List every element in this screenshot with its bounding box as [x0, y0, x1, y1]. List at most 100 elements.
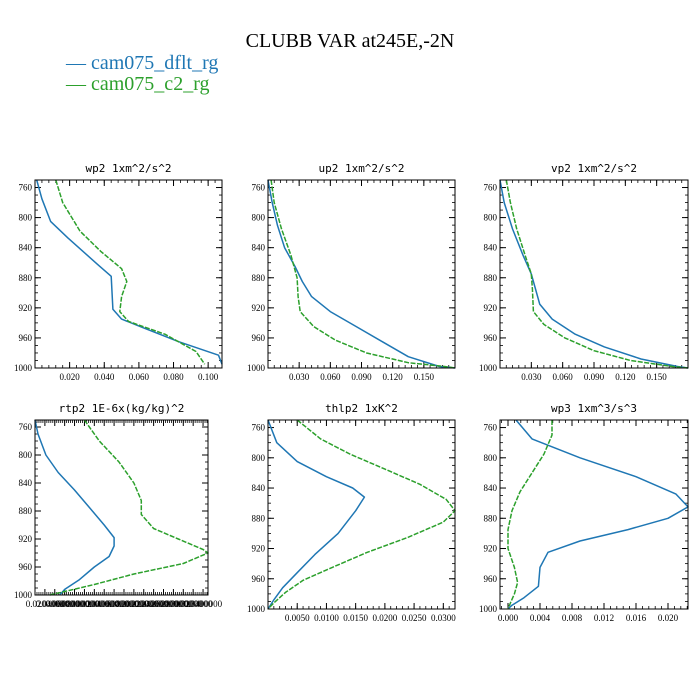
x-tick-label: 0.0200 [373, 613, 398, 623]
y-tick-label: 1000 [14, 363, 33, 373]
panel-title: up2 1xm^2/s^2 [318, 162, 404, 175]
x-tick-label: 0.1400000 [85, 599, 124, 609]
y-tick-label: 760 [252, 183, 266, 193]
x-tick-label: 0.020 [658, 613, 679, 623]
y-tick-label: 920 [19, 534, 33, 544]
series-line-2 [270, 179, 456, 369]
x-tick-label: 0.0600000 [46, 599, 85, 609]
y-tick-label: 760 [484, 183, 498, 193]
x-tick-label: 0.030 [521, 372, 542, 382]
y-tick-label: 960 [484, 574, 498, 584]
y-tick-label: 800 [252, 213, 266, 223]
x-tick-label: 0.1800000 [105, 599, 144, 609]
panel-title: thlp2 1xK^2 [325, 402, 398, 415]
x-tick-label: 0.004 [530, 613, 551, 623]
x-tick-label: 0.2600000 [144, 599, 183, 609]
x-tick-label: 0.0250 [402, 613, 427, 623]
x-tick-label: 0.090 [584, 372, 605, 382]
x-tick-label: 0.1200000 [75, 599, 114, 609]
x-tick-label: 0.008 [562, 613, 583, 623]
figure-title: CLUBB VAR at245E,-2N [245, 30, 455, 52]
x-tick-label: 0.150 [414, 372, 435, 382]
x-tick-label: 0.0050 [285, 613, 310, 623]
y-tick-label: 800 [484, 453, 498, 463]
y-tick-label: 920 [484, 303, 498, 313]
y-tick-label: 880 [484, 273, 498, 283]
legend-label-1: cam075_dflt_rg [91, 52, 219, 74]
y-tick-label: 960 [252, 574, 266, 584]
x-tick-label: 0.1600000 [95, 599, 134, 609]
x-tick-label: 0.0150 [343, 613, 368, 623]
x-tick-label: 0.1000000 [65, 599, 104, 609]
series-line-1 [35, 179, 223, 365]
y-tick-label: 920 [252, 544, 266, 554]
plot-frame [267, 419, 456, 610]
y-tick-label: 840 [252, 483, 266, 493]
series-line-1 [267, 419, 366, 610]
x-tick-label: 0.080 [163, 372, 184, 382]
y-tick-label: 1000 [247, 363, 266, 373]
y-tick-label: 840 [484, 483, 498, 493]
y-tick-label: 800 [19, 213, 33, 223]
series-line-1 [267, 179, 456, 369]
panel-6: wp3 1xm^3/s^3 760 800 840 880 920 960 10000.000… [479, 402, 689, 623]
x-tick-label: 0.030 [289, 372, 310, 382]
y-tick-label: 880 [484, 513, 498, 523]
x-tick-label: 0.016 [626, 613, 647, 623]
y-tick-label: 960 [19, 562, 33, 572]
y-tick-label: 800 [252, 453, 266, 463]
panel-title: wp3 1xm^3/s^3 [551, 402, 637, 415]
y-tick-label: 1000 [479, 363, 498, 373]
y-tick-label: 840 [19, 243, 33, 253]
y-tick-label: 840 [484, 243, 498, 253]
x-tick-label: 0.120 [383, 372, 404, 382]
y-tick-label: 840 [252, 243, 266, 253]
x-tick-label: 0.060 [320, 372, 341, 382]
series-line-2 [267, 419, 456, 610]
x-tick-label: 0.0400000 [36, 599, 75, 609]
x-tick-label: 0.040 [94, 372, 115, 382]
x-tick-label: 0.2200000 [125, 599, 164, 609]
panel-title: wp2 1xm^2/s^2 [85, 162, 171, 175]
y-tick-label: 880 [252, 273, 266, 283]
x-tick-label: 0.012 [594, 613, 614, 623]
x-tick-label: 0.000 [498, 613, 519, 623]
legend-item-2: — cam075_c2_rg [66, 73, 210, 96]
x-tick-label: 0.0800000 [55, 599, 94, 609]
plot-frame [499, 179, 689, 369]
panel-5: thlp2 1xK^2 760 800 840 880 920 960 1000 0.0050 0… [247, 402, 456, 623]
y-tick-label: 880 [19, 506, 33, 516]
y-tick-label: 880 [252, 513, 266, 523]
x-tick-label: 0.060 [553, 372, 574, 382]
y-tick-label: 1000 [14, 590, 33, 600]
series-line-1 [507, 419, 689, 610]
y-tick-label: 760 [19, 422, 33, 432]
series-line-2 [507, 420, 553, 610]
x-tick-label: 0.100 [198, 372, 219, 382]
y-tick-label: 920 [19, 303, 33, 313]
series-line-2 [505, 179, 689, 369]
panel-1: wp2 1xm^2/s^2 760 800 840 880 920 960 1000 0.020… [14, 162, 223, 382]
x-tick-label: 0.0300 [431, 613, 456, 623]
x-tick-label: 0.2800000 [154, 599, 193, 609]
x-tick-label: 0.3400000 [184, 599, 223, 609]
x-tick-label: 0.120 [615, 372, 636, 382]
y-tick-label: 760 [252, 423, 266, 433]
y-tick-label: 1000 [479, 604, 498, 614]
y-tick-label: 920 [484, 544, 498, 554]
panel-3: vp2 1xm^2/s^2 760 800 840 880 920 960 1000 0.030… [479, 162, 689, 382]
y-tick-label: 880 [19, 273, 33, 283]
y-tick-label: 800 [19, 450, 33, 460]
y-tick-label: 960 [252, 333, 266, 343]
x-tick-label: 0.3200000 [174, 599, 213, 609]
plot-frame [267, 179, 456, 369]
y-tick-label: 960 [19, 333, 33, 343]
x-tick-label: 0.2000000 [115, 599, 154, 609]
series-line-1 [499, 179, 689, 369]
legend-marker-2: — [66, 73, 86, 95]
x-tick-label: 0.2400000 [135, 599, 174, 609]
x-tick-label: 0.3000000 [164, 599, 203, 609]
y-tick-label: 760 [19, 183, 33, 193]
panel-2: up2 1xm^2/s^2 760 800 840 880 920 960 1000 0.030… [247, 162, 456, 382]
